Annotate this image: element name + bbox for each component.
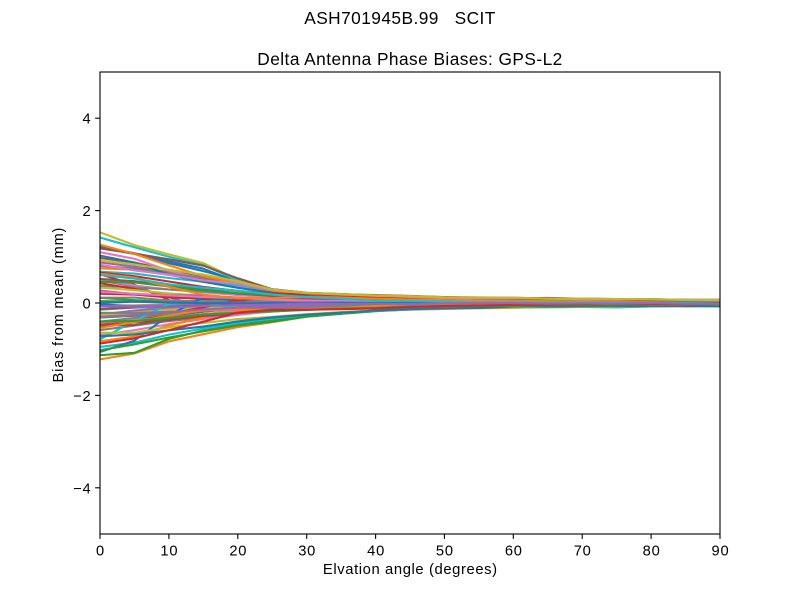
svg-text:2: 2 (83, 204, 92, 220)
svg-text:60: 60 (505, 544, 523, 560)
svg-text:Elvation angle (degrees): Elvation angle (degrees) (323, 562, 498, 578)
svg-text:30: 30 (298, 544, 316, 560)
svg-text:Delta Antenna Phase Biases: GP: Delta Antenna Phase Biases: GPS-L2 (257, 49, 562, 69)
svg-text:0: 0 (96, 544, 105, 560)
svg-text:80: 80 (643, 544, 661, 560)
svg-text:0: 0 (83, 297, 92, 313)
svg-text:4: 4 (83, 112, 92, 128)
svg-text:Bias from mean (mm): Bias from mean (mm) (51, 227, 67, 383)
svg-text:90: 90 (712, 544, 730, 560)
svg-text:ASH701945B.99 SCIT: ASH701945B.99 SCIT (304, 8, 496, 28)
svg-text:40: 40 (367, 544, 385, 560)
svg-text:10: 10 (160, 544, 178, 560)
svg-text:−2: −2 (73, 389, 91, 405)
svg-text:20: 20 (229, 544, 247, 560)
svg-text:70: 70 (574, 544, 592, 560)
svg-text:−4: −4 (73, 481, 91, 497)
svg-text:50: 50 (436, 544, 454, 560)
